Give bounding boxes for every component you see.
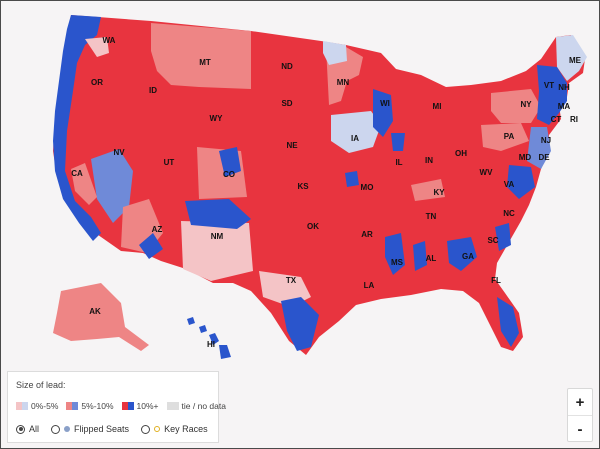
swatch-0-5-label: 0%-5% <box>31 401 59 411</box>
zoom-control: + - <box>567 388 593 442</box>
region-hi[interactable] <box>187 317 231 359</box>
state-label-ri: RI <box>570 115 578 124</box>
region-sc-blue[interactable] <box>495 223 511 251</box>
region-new-england[interactable] <box>537 65 567 125</box>
region-mn-north[interactable] <box>323 41 347 65</box>
us-mainland[interactable] <box>53 15 585 355</box>
swatch-tie-label: tie / no data <box>181 401 226 411</box>
region-ms-blue[interactable] <box>385 233 405 275</box>
swatch-10-plus-label: 10%+ <box>136 401 159 411</box>
region-wa-pink[interactable] <box>85 37 109 57</box>
region-nj-md[interactable] <box>527 127 551 169</box>
region-ia[interactable] <box>331 111 381 153</box>
option-flipped-seats[interactable]: Flipped Seats <box>51 424 129 434</box>
region-nm-blue[interactable] <box>185 199 251 229</box>
legend-title: Size of lead: <box>16 380 66 390</box>
region-al-blue[interactable] <box>413 241 427 271</box>
region-ga-blue[interactable] <box>447 237 477 271</box>
swatch-5-10-label: 5%-10% <box>81 401 114 411</box>
region-ky-pink[interactable] <box>411 179 445 201</box>
swatch-5-10: 5%-10% <box>66 401 114 411</box>
legend-swatches: 0%-5% 5%-10% 10%+ tie / no data <box>16 401 226 411</box>
region-ny-north[interactable] <box>491 89 541 123</box>
zoom-in-button[interactable]: + <box>568 389 592 416</box>
legend: Size of lead: 0%-5% 5%-10% 10%+ tie / no… <box>7 371 226 443</box>
swatch-0-5-color <box>16 402 28 410</box>
option-key-races-label: Key Races <box>164 424 208 434</box>
radio-all[interactable] <box>16 424 25 434</box>
option-key-races[interactable]: Key Races <box>141 424 208 434</box>
region-mt[interactable] <box>151 23 251 89</box>
region-nm-pink[interactable] <box>181 221 253 281</box>
region-me[interactable] <box>556 35 587 81</box>
region-mo-blue[interactable] <box>345 171 359 187</box>
region-ca-pink[interactable] <box>71 163 97 205</box>
region-va-blue[interactable] <box>507 165 535 199</box>
swatch-10-plus: 10%+ <box>121 401 159 411</box>
region-il-blue[interactable] <box>391 133 405 151</box>
zoom-out-button[interactable]: - <box>577 420 583 438</box>
region-tx-blue[interactable] <box>281 297 319 351</box>
radio-flipped-seats[interactable] <box>51 424 61 434</box>
swatch-10-plus-color <box>121 402 134 410</box>
option-all[interactable]: All <box>16 424 39 434</box>
option-flipped-seats-label: Flipped Seats <box>74 424 130 434</box>
swatch-5-10-color <box>66 402 79 410</box>
region-pa[interactable] <box>481 123 529 151</box>
region-west-coast[interactable] <box>53 15 101 241</box>
radio-key-races[interactable] <box>141 424 151 434</box>
swatch-tie: tie / no data <box>166 401 226 411</box>
filter-options: All Flipped Seats Key Races <box>16 424 208 434</box>
flipped-dot-icon <box>64 426 71 432</box>
region-fl-blue[interactable] <box>497 297 519 347</box>
region-ak[interactable] <box>53 283 149 351</box>
region-az-blue[interactable] <box>139 233 163 259</box>
region-nv[interactable] <box>91 149 133 223</box>
swatch-tie-color <box>166 402 179 410</box>
option-all-label: All <box>29 424 40 434</box>
key-race-dot-icon <box>154 426 161 432</box>
swatch-0-5: 0%-5% <box>16 401 58 411</box>
region-co-blue[interactable] <box>219 147 241 177</box>
region-wi-blue[interactable] <box>373 89 393 137</box>
